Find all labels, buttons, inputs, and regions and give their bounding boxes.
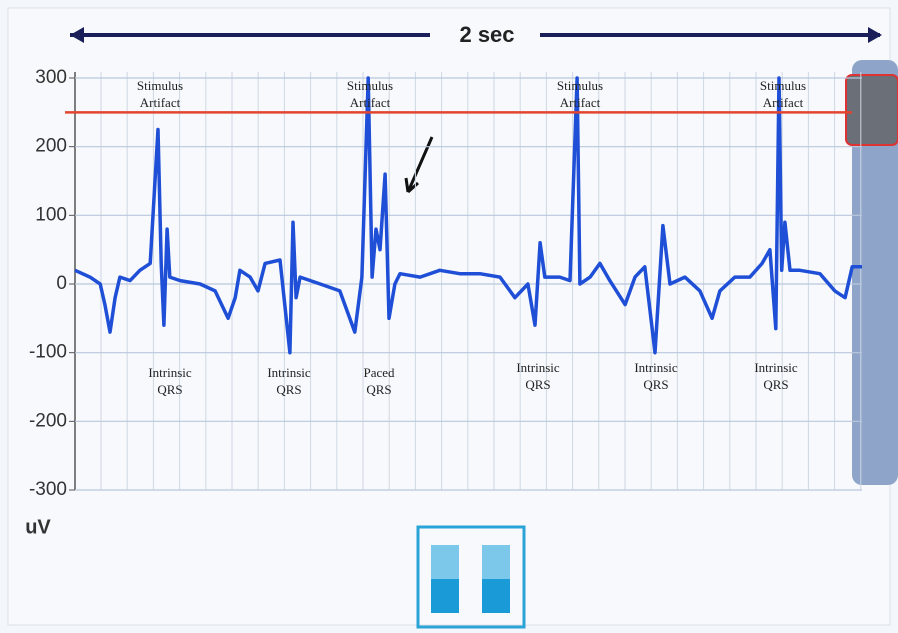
annotation: Intrinsic <box>148 365 192 380</box>
annotation: Intrinsic <box>516 360 560 375</box>
annotation: Stimulus <box>557 78 603 93</box>
annotation: Artifact <box>350 95 391 110</box>
annotation: Stimulus <box>347 78 393 93</box>
annotation: Artifact <box>763 95 804 110</box>
y-tick-label: -200 <box>29 410 67 431</box>
annotation: QRS <box>366 382 391 397</box>
annotation: QRS <box>643 377 668 392</box>
annotation: Artifact <box>560 95 601 110</box>
span-label: 2 sec <box>459 22 514 47</box>
annotation: Intrinsic <box>634 360 678 375</box>
annotation: QRS <box>276 382 301 397</box>
annotation: QRS <box>525 377 550 392</box>
annotation: Stimulus <box>137 78 183 93</box>
y-axis-label: uV <box>25 516 51 538</box>
page: {"chart_data":{"type":"line","title":"2 … <box>0 0 898 633</box>
annotation: QRS <box>763 377 788 392</box>
screen: 2 sec uV 300 200 100 0 -100 -200 -300 Stimulus A… <box>0 0 898 633</box>
annotation: Intrinsic <box>754 360 798 375</box>
side-button[interactable] <box>846 75 898 145</box>
pause-bar-top <box>431 545 459 579</box>
y-tick-label: -100 <box>29 342 67 363</box>
annotation: Stimulus <box>760 78 806 93</box>
annotation: Intrinsic <box>267 365 311 380</box>
pause-bar-top <box>482 545 510 579</box>
y-tick-label: 200 <box>35 136 67 157</box>
y-tick-label: 100 <box>35 204 67 225</box>
annotation: Artifact <box>140 95 181 110</box>
annotation: QRS <box>157 382 182 397</box>
annotation: Paced <box>363 365 395 380</box>
y-tick-label: 300 <box>35 67 67 88</box>
y-tick-label: -300 <box>29 479 67 500</box>
y-tick-label: 0 <box>56 273 67 294</box>
